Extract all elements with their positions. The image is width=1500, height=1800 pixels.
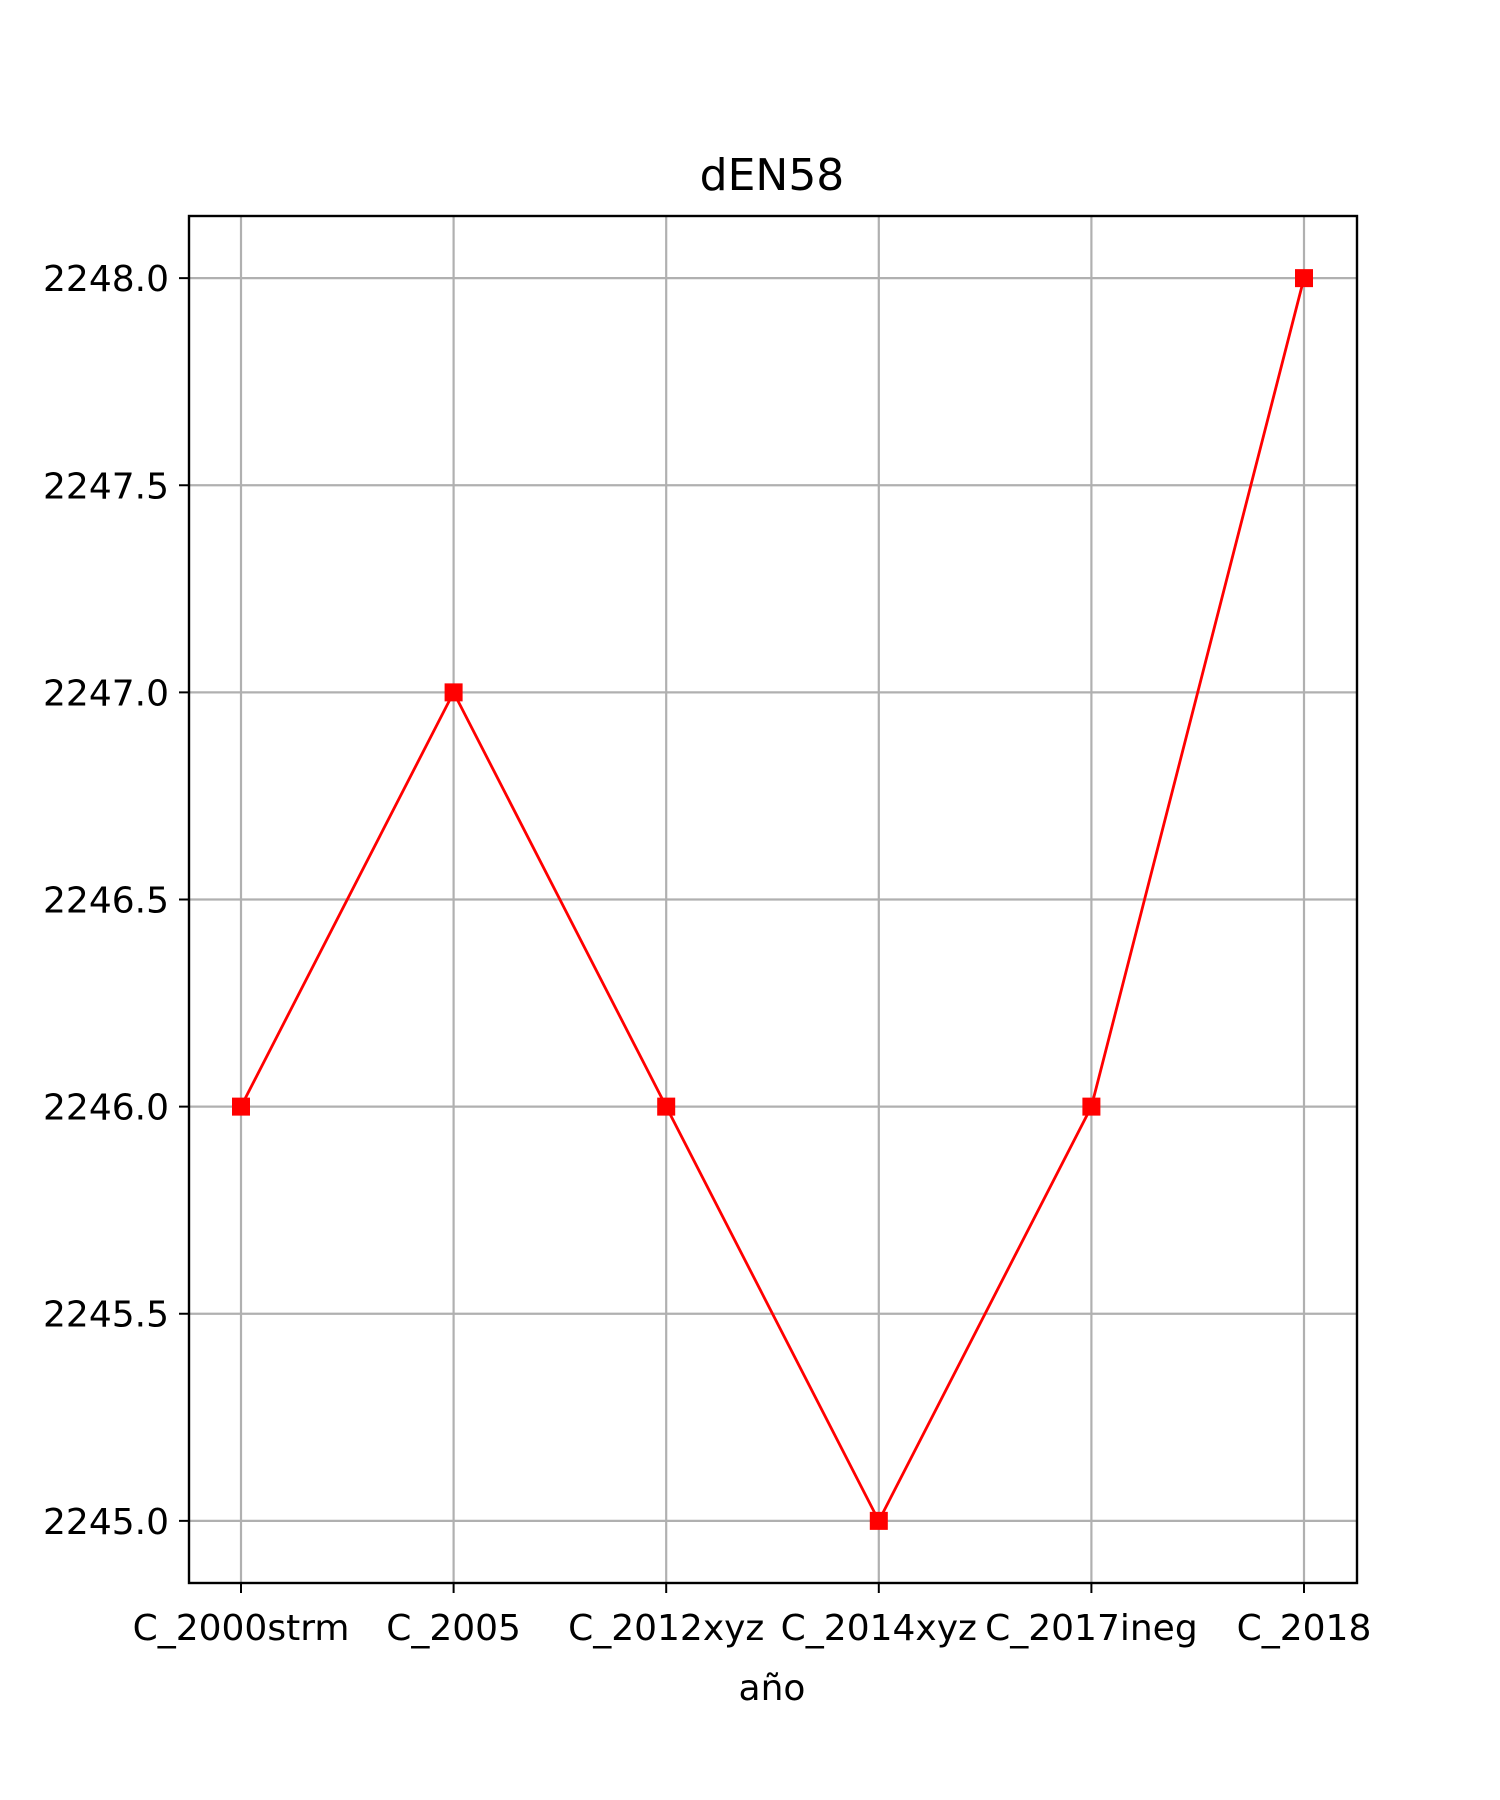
grid <box>189 216 1357 1583</box>
y-tick-label: 2247.0 <box>43 673 169 714</box>
series-layer <box>232 269 1313 1530</box>
y-tick-label: 2246.5 <box>43 881 169 922</box>
chart-title: dEN58 <box>700 150 845 201</box>
x-tick-label: C_2000strm <box>133 1608 350 1649</box>
data-point <box>869 1511 888 1530</box>
y-tick-label: 2245.0 <box>43 1502 169 1543</box>
data-point <box>444 683 463 702</box>
x-tick-label: C_2014xyz <box>781 1608 977 1649</box>
ticks: C_2000strm C_2005 C_2012xyz C_2014xyz C_2017… <box>43 259 1371 1649</box>
x-tick-label: C_2018 <box>1237 1608 1372 1649</box>
y-tick-label: 2248.0 <box>43 259 169 300</box>
x-tick-label: C_2012xyz <box>568 1608 764 1649</box>
x-axis-label: año <box>739 1668 806 1709</box>
x-tick-label: C_2017ineg <box>985 1608 1198 1649</box>
x-tick-label: C_2005 <box>386 1608 521 1649</box>
y-tick-label: 2247.5 <box>43 466 169 507</box>
y-tick-label: 2246.0 <box>43 1088 169 1129</box>
data-point <box>657 1097 676 1116</box>
series-line <box>239 277 1306 1524</box>
data-point <box>1295 269 1313 288</box>
data-point <box>1082 1097 1101 1116</box>
y-tick-label: 2245.5 <box>43 1295 169 1336</box>
data-point <box>232 1097 250 1116</box>
